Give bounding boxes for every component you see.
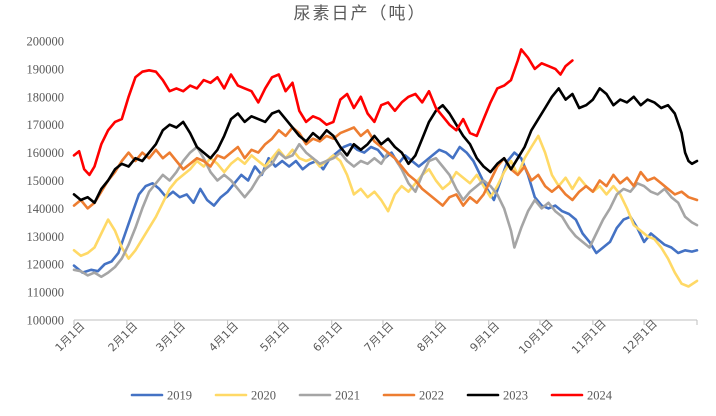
y-tick-label: 160000 xyxy=(27,146,65,160)
x-tick-label: 10月1日 xyxy=(516,317,556,357)
legend-label-2019: 2019 xyxy=(167,389,192,403)
series-line-2022 xyxy=(72,126,699,210)
x-axis-labels: 1月1日 2月1日 3月1日 4月1日 5月1日 6月1日 7月1日 8月1日 9月1日 10月1… xyxy=(53,317,660,357)
y-tick-label: 150000 xyxy=(27,174,65,188)
x-tick-label: 7月1日 xyxy=(362,320,397,355)
series-line-2024 xyxy=(72,48,574,177)
legend-label-2021: 2021 xyxy=(335,389,360,403)
series-line-2021 xyxy=(72,142,699,279)
x-tick-label: 4月1日 xyxy=(206,320,241,355)
y-tick-label: 130000 xyxy=(27,230,65,244)
legend-label-2024: 2024 xyxy=(587,389,613,403)
x-tick-label: 9月1日 xyxy=(468,320,503,355)
x-tick-label: 11月1日 xyxy=(569,317,609,357)
x-tick-label: 3月1日 xyxy=(153,320,188,355)
legend-label-2022: 2022 xyxy=(419,389,444,403)
x-tick-label: 6月1日 xyxy=(310,320,345,355)
y-tick-label: 110000 xyxy=(27,286,64,300)
y-tick-label: 190000 xyxy=(27,62,65,76)
series-layer xyxy=(72,48,699,288)
legend: 2019 2020 2021 2022 2023 2024 xyxy=(130,389,613,403)
y-tick-label: 200000 xyxy=(27,35,65,49)
series-line-2019 xyxy=(72,142,699,274)
series-line-2023 xyxy=(72,87,699,205)
legend-label-2023: 2023 xyxy=(503,389,528,403)
x-tick-label: 5月1日 xyxy=(258,320,293,355)
y-tick-label: 120000 xyxy=(27,258,65,272)
y-tick-label: 100000 xyxy=(27,314,65,328)
y-tick-label: 180000 xyxy=(27,90,65,104)
y-axis-ticks: 100000 110000 120000 130000 140000 150000 1600… xyxy=(27,35,65,328)
y-tick-label: 140000 xyxy=(27,202,65,216)
x-axis-tick-marks xyxy=(73,320,698,325)
x-tick-label: 2月1日 xyxy=(106,320,141,355)
chart-title: 尿素日产（吨） xyxy=(294,4,427,24)
y-tick-label: 170000 xyxy=(27,118,65,132)
x-tick-label: 12月1日 xyxy=(620,317,660,357)
legend-label-2020: 2020 xyxy=(251,389,276,403)
x-tick-label: 8月1日 xyxy=(415,320,450,355)
